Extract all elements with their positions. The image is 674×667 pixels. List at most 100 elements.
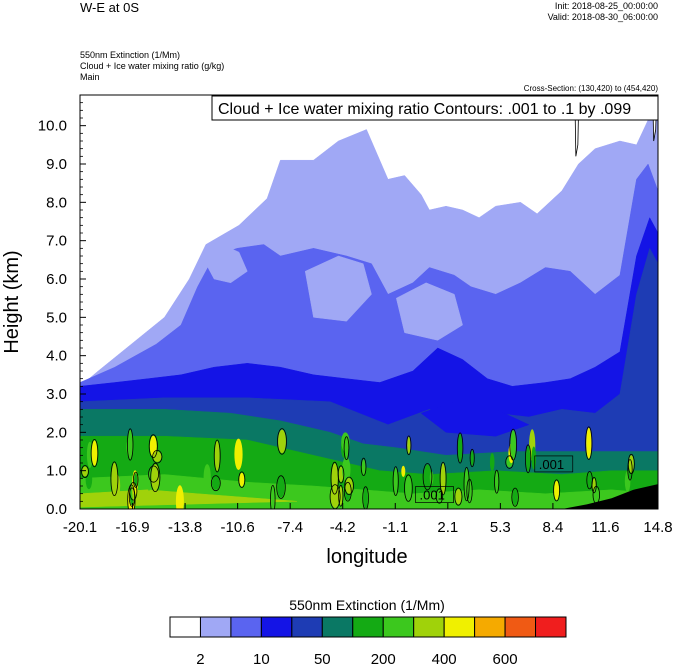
cloud-cell [423,464,432,489]
cloud-cell [586,427,592,459]
valid-time: Valid: 2018-08-30_06:00:00 [547,12,658,22]
cloud-cell [278,429,286,454]
colorbar-swatch [321,616,354,638]
cloud-cell [401,465,406,477]
contour-line [456,432,464,464]
extinction-field [80,95,658,509]
cloud-cell [153,451,162,463]
field-line-mixing-ratio: Cloud + Ice water mixing ratio (g/kg) [80,61,225,71]
colorbar-label: 2 [196,651,204,667]
contour-line [128,487,136,507]
extinction-region-10 [396,282,463,341]
cloud-cell [239,472,245,487]
plot-title: W-E at 0S [80,0,140,15]
colorbar-swatch [352,616,384,638]
colorbar-swatch [413,616,445,638]
cloud-cell [470,450,474,466]
x-tick-label: 11.6 [591,519,619,536]
colorbar-swatch [169,616,201,638]
cloud-cell [214,441,220,471]
contour-line [362,486,369,509]
contour-line [343,481,352,502]
x-tick-label: -13.8 [168,519,202,536]
contour-line [509,428,518,461]
contour-line [148,434,158,459]
contour-line [586,471,593,490]
cloud-cell [203,464,211,491]
contour-line [338,484,344,507]
contour-line [439,461,447,496]
contour-line [127,484,136,509]
y-tick-label: 5.0 [46,309,67,326]
x-tick-label: -10.6 [221,519,255,536]
cloud-cell [554,480,560,500]
contour-line [406,435,412,456]
contour-label-box-1 [534,455,574,473]
cloud-cell [436,489,443,503]
x-tick-label: -4.2 [330,519,356,536]
contour-info-box [211,95,659,121]
colorbar-swatch [443,616,476,638]
colorbar-title: 550nm Extinction (1/Mm) [289,597,445,613]
contour-line [585,426,593,461]
contour-line [360,457,367,476]
contour-line [404,474,413,502]
field-line-extinction: 550nm Extinction (1/Mm) [80,50,181,60]
cloud-cell [489,453,495,472]
x-tick-label: -20.1 [63,519,97,536]
colorbar-label: 200 [371,651,396,667]
x-tick-label: 14.8 [643,519,672,536]
cloud-cell [277,476,285,498]
x-tick-label: 2.1 [437,519,458,536]
colorbar-swatch [291,616,323,638]
colorbar-swatch [382,616,415,638]
cloud-cell [175,485,184,509]
contour-line [344,476,354,496]
contour-line [343,436,350,461]
contour-line [238,471,246,488]
colorbar-label: 400 [432,651,457,667]
terrain-silhouette [561,484,658,509]
cloud-cell [405,475,412,501]
y-tick-label: 1.0 [46,463,67,480]
contour-line [277,428,287,455]
colorbar-swatch [504,616,537,638]
contour-line [270,485,276,509]
colorbar-swatch [474,616,506,638]
colorbar-label: 50 [314,651,331,667]
contour-line [148,465,160,483]
cloud-cell [455,489,462,505]
contour-label-box-0 [415,486,454,503]
cloud-cell [628,455,634,473]
y-tick-label: 6.0 [46,271,67,288]
colorbar-label: 600 [493,651,518,667]
y-tick-label: 0.0 [46,501,67,518]
cloud-cell [271,486,275,509]
cloud-cell [531,446,537,470]
cloud-cell [147,471,151,491]
contour-line [126,428,134,461]
x-tick-label: -1.1 [382,519,408,536]
y-tick-label: 8.0 [46,194,67,211]
contour-line [592,485,600,504]
cloud-cell [457,433,463,463]
contour-line [505,455,514,469]
contour-line [81,465,89,478]
cloud-cell [407,436,411,454]
contour-line [454,487,463,506]
colorbar-swatch [260,616,293,638]
contour-line [90,438,99,468]
cloud-cell [114,474,121,497]
cloud-cell [211,476,220,490]
contour-line [210,475,221,492]
y-tick-label: 3.0 [46,386,67,403]
x-axis-label: longitude [326,546,407,568]
contour-info-text: Cloud + Ice water mixing ratio Contours:… [218,101,631,118]
extinction-region-8 [205,244,248,284]
contour-line [422,463,433,491]
cross-section-label: Cross-Section: (130,420) to (454,420) [523,84,658,93]
y-tick-label: 7.0 [46,233,67,250]
cloud-cell [363,487,368,509]
contour-line [494,469,500,494]
